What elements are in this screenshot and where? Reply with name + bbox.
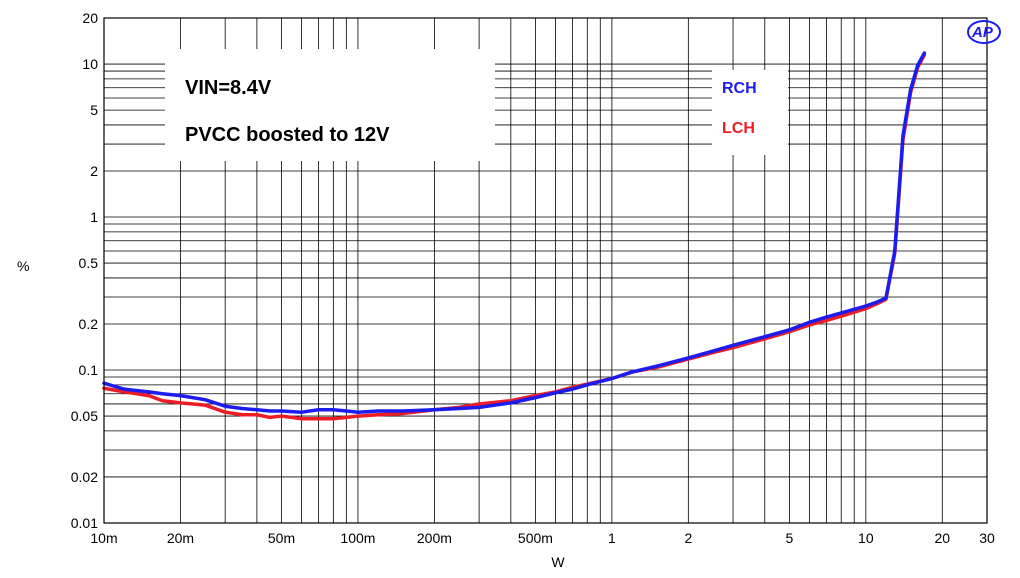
y-tick-label: 1 bbox=[90, 209, 98, 225]
x-tick-label: 5 bbox=[785, 530, 793, 546]
y-tick-label: 0.1 bbox=[79, 362, 99, 378]
legend-box bbox=[712, 70, 788, 155]
annotation-vin: VIN=8.4V bbox=[185, 77, 272, 99]
series-line-lch bbox=[102, 53, 927, 421]
series-line-rch bbox=[102, 51, 927, 414]
x-tick-label: 200m bbox=[417, 530, 452, 546]
annotation-pvcc: PVCC boosted to 12V bbox=[185, 124, 390, 146]
annotation-area: VIN=8.4V PVCC boosted to 12V bbox=[165, 49, 495, 161]
y-tick-label: 0.5 bbox=[79, 255, 99, 271]
x-axis-title: W bbox=[551, 554, 565, 570]
x-tick-label: 20 bbox=[934, 530, 950, 546]
x-tick-label: 50m bbox=[268, 530, 295, 546]
legend-label-lch: LCH bbox=[722, 120, 755, 137]
annotation-box bbox=[165, 49, 495, 161]
x-tick-label: 10 bbox=[858, 530, 874, 546]
y-tick-label: 0.05 bbox=[71, 408, 98, 424]
x-tick-label: 30 bbox=[979, 530, 995, 546]
data-series bbox=[102, 51, 927, 421]
x-tick-label: 20m bbox=[167, 530, 194, 546]
legend-label-rch: RCH bbox=[722, 80, 757, 97]
plot-frame bbox=[103, 17, 988, 524]
x-tick-label: 1 bbox=[608, 530, 616, 546]
svg-text:AP: AP bbox=[971, 24, 994, 41]
y-tick-label: 5 bbox=[90, 102, 98, 118]
y-tick-label: 2 bbox=[90, 163, 98, 179]
x-tick-label: 500m bbox=[518, 530, 553, 546]
y-tick-label: 0.2 bbox=[79, 316, 99, 332]
x-tick-label: 100m bbox=[340, 530, 375, 546]
legend: RCH LCH bbox=[712, 70, 788, 155]
y-tick-label: 20 bbox=[82, 10, 98, 26]
tick-labels: 10m 20m 50m 100m 200m 500m 1 2 5 10 20 30 0.01 0.02 0.… bbox=[71, 10, 995, 546]
x-tick-label: 10m bbox=[90, 530, 117, 546]
x-tick-label: 2 bbox=[684, 530, 692, 546]
y-axis-title: % bbox=[17, 258, 29, 274]
ap-logo-icon: AP bbox=[967, 20, 1001, 44]
y-tick-label: 0.02 bbox=[71, 469, 98, 485]
y-tick-label: 0.01 bbox=[71, 515, 98, 531]
y-tick-label: 10 bbox=[82, 56, 98, 72]
